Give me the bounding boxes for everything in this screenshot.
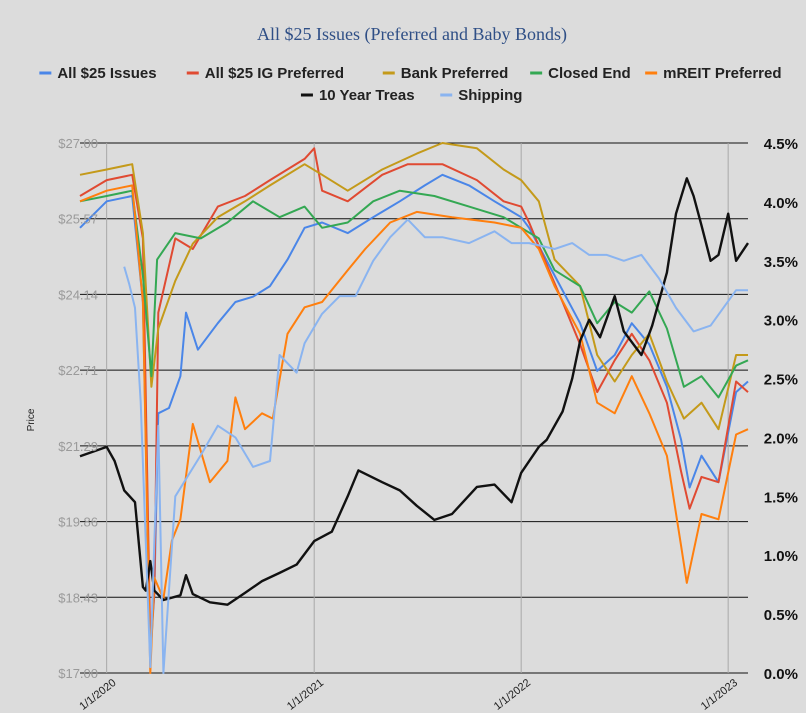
x-tick-label: 1/1/2021 bbox=[285, 677, 326, 713]
y-tick-label: $18.43 bbox=[58, 590, 98, 605]
series-line-closed-end bbox=[79, 189, 749, 399]
legend-label-all-25-ig-preferred: All $25 IG Preferred bbox=[205, 65, 344, 82]
y2-tick-label: 1.0% bbox=[764, 548, 798, 565]
legend-label-bank-preferred: Bank Preferred bbox=[401, 65, 509, 82]
y2-tick-label: 3.5% bbox=[764, 254, 798, 271]
x-tick-label: 1/1/2022 bbox=[492, 677, 533, 713]
y-axis-label: Price bbox=[26, 408, 37, 431]
y2-tick-label: 4.5% bbox=[764, 136, 798, 153]
legend-label-10-year-treas: 10 Year Treas bbox=[319, 87, 415, 104]
y-tick-label: $17.00 bbox=[58, 666, 98, 681]
series-line-10-year-treas bbox=[79, 177, 749, 606]
y-tick-label: $27.00 bbox=[58, 136, 98, 151]
y2-tick-label: 2.0% bbox=[764, 430, 798, 447]
series-line-bank-preferred bbox=[79, 142, 748, 431]
legend: All $25 Issues All $25 IG Preferred Bank P… bbox=[39, 65, 782, 104]
y2-tick-label: 3.0% bbox=[764, 313, 798, 330]
x-tick-label: 1/1/2020 bbox=[77, 677, 118, 713]
series-line-mreit-preferred bbox=[79, 184, 749, 674]
legend-label-shipping: Shipping bbox=[458, 87, 522, 104]
legend-label-closed-end: Closed End bbox=[548, 65, 631, 82]
y2-tick-label: 1.5% bbox=[764, 489, 798, 506]
series-layer bbox=[79, 142, 749, 674]
legend-label-mreit-preferred: mREIT Preferred bbox=[663, 65, 781, 82]
series-line-shipping bbox=[123, 218, 748, 674]
y-tick-label: $25.57 bbox=[58, 212, 98, 227]
y2-tick-label: 4.0% bbox=[764, 195, 798, 212]
y2-tick-label: 0.5% bbox=[764, 607, 798, 624]
y-tick-label: $19.86 bbox=[58, 515, 98, 530]
legend-label-all-25-issues: All $25 Issues bbox=[57, 65, 156, 82]
y2-tick-label: 2.5% bbox=[764, 372, 798, 389]
x-tick-label: 1/1/2023 bbox=[699, 677, 740, 713]
series-line-all-25-ig-preferred bbox=[79, 147, 749, 648]
y-tick-label: $21.29 bbox=[58, 439, 98, 454]
series-line-all-25-issues bbox=[79, 173, 749, 659]
y-tick-label: $24.14 bbox=[58, 287, 98, 302]
axes: $17.00 $18.43 $19.86 $21.29 $22.71 $24.14 $25.… bbox=[58, 136, 798, 713]
grid bbox=[80, 142, 748, 674]
y2-tick-label: 0.0% bbox=[764, 666, 798, 683]
y-tick-label: $22.71 bbox=[58, 363, 98, 378]
chart-title: All $25 Issues (Preferred and Baby Bonds… bbox=[257, 24, 567, 45]
